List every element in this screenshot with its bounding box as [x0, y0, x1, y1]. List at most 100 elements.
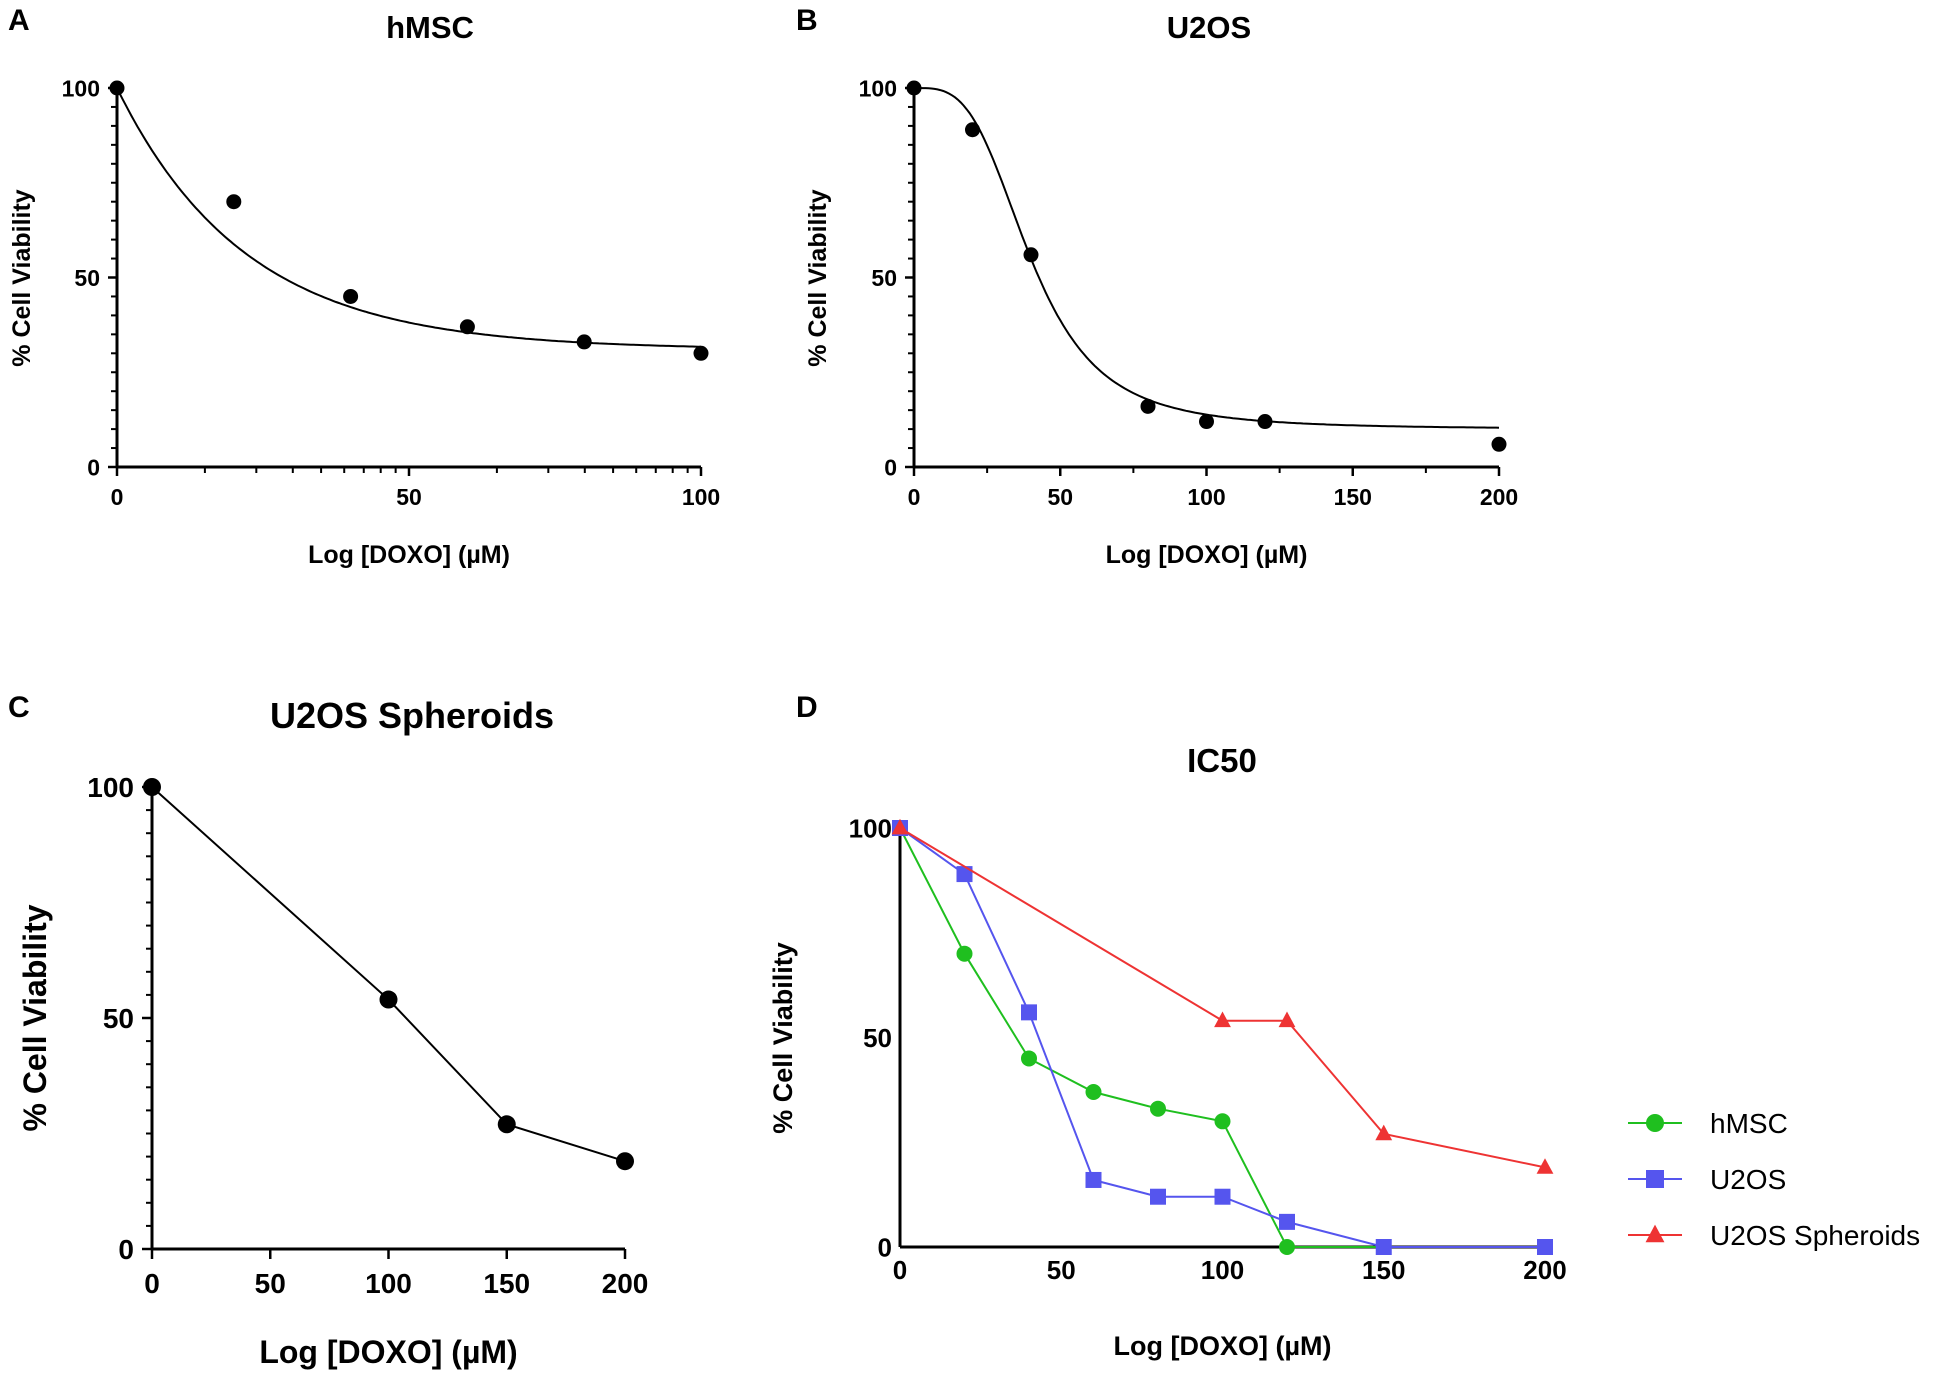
data-point: [1279, 1239, 1295, 1255]
data-point: [1085, 1083, 1102, 1100]
data-point: [379, 990, 398, 1009]
x-tick-label: 0: [908, 484, 921, 510]
x-tick-label: 150: [483, 1268, 530, 1299]
fit-curve: [116, 87, 701, 348]
x-tick-label: 200: [1480, 484, 1518, 510]
data-point: [891, 818, 909, 835]
series-u2os: [906, 80, 1507, 452]
x-tick-label: 100: [682, 484, 720, 510]
x-tick-label: 50: [396, 484, 422, 510]
data-point: [143, 778, 161, 796]
x-axis-label: Log [DOXO] (µM): [259, 1334, 517, 1370]
series-line: [899, 827, 1545, 1248]
y-tick-label: 50: [871, 265, 897, 291]
x-tick-label: 200: [602, 1268, 649, 1299]
data-point: [1214, 1188, 1231, 1205]
x-axis-label: Log [DOXO] (µM): [308, 541, 510, 569]
data-point: [1021, 1050, 1037, 1067]
data-point: [1537, 1239, 1553, 1255]
data-point: [1375, 1124, 1393, 1141]
chart-title: hMSC: [386, 10, 474, 45]
legend-marker: [1646, 1170, 1664, 1188]
x-tick-label: 200: [1523, 1255, 1566, 1285]
panel-letter: D: [796, 691, 818, 724]
data-point: [576, 334, 592, 350]
x-tick-label: 150: [1362, 1255, 1405, 1285]
y-axis-label: % Cell Viability: [804, 189, 832, 366]
panel-letter: B: [796, 4, 818, 37]
data-point: [693, 345, 709, 361]
x-tick-label: 100: [1187, 484, 1225, 510]
data-point: [1085, 1171, 1102, 1188]
y-tick-label: 50: [74, 265, 100, 291]
x-tick-label: 50: [1047, 1255, 1076, 1285]
series-u2os: [892, 820, 1553, 1255]
legend-label: U2OS Spheroids: [1710, 1220, 1920, 1251]
data-point: [1023, 247, 1039, 263]
y-tick-label: 100: [859, 75, 897, 101]
data-point: [1375, 1239, 1392, 1255]
y-tick-label: 0: [118, 1234, 134, 1265]
x-tick-label: 150: [1334, 484, 1372, 510]
data-point: [1021, 1004, 1037, 1021]
y-tick-label: 100: [849, 813, 892, 843]
x-tick-label: 0: [893, 1255, 907, 1285]
data-point: [1279, 1213, 1295, 1230]
y-axis-label: % Cell Viability: [768, 942, 798, 1134]
legend-marker: [1646, 1114, 1664, 1132]
panel-d: D IC50 0 50 100 0 50 100 150 200 Log [DOXO] (µM) % …: [768, 691, 1920, 1361]
data-point: [226, 194, 242, 210]
y-tick-label: 100: [87, 772, 134, 803]
y-tick-label: 50: [103, 1003, 134, 1034]
legend-marker: [1645, 1224, 1665, 1243]
data-point: [1199, 414, 1214, 430]
series-line: [899, 827, 1545, 1248]
legend-label: U2OS: [1710, 1164, 1786, 1195]
chart-title: IC50: [1187, 742, 1257, 779]
data-point: [1214, 1113, 1231, 1130]
panel-letter: C: [8, 691, 30, 724]
x-tick-label: 100: [365, 1268, 412, 1299]
data-point: [906, 80, 922, 96]
chart-title: U2OS Spheroids: [270, 695, 554, 736]
y-tick-label: 100: [62, 75, 100, 101]
legend: hMSC U2OS U2OS Spheroids: [1628, 1108, 1920, 1251]
data-point: [459, 319, 475, 335]
panel-c: C U2OS Spheroids 0 50 100 0 50 100 150 200 Log [DO…: [8, 691, 648, 1370]
data-point: [956, 866, 973, 883]
data-point: [497, 1115, 516, 1134]
chart-title: U2OS: [1167, 10, 1251, 45]
x-tick-label: 0: [111, 484, 124, 510]
x-tick-label: 100: [1201, 1255, 1244, 1285]
series-u2os-spheroids: [143, 778, 634, 1171]
series-u2os-spheroids: [891, 818, 1554, 1174]
y-tick-label: 0: [878, 1232, 892, 1262]
data-point: [1214, 1011, 1231, 1028]
data-point: [1278, 1011, 1296, 1028]
data-point: [616, 1152, 634, 1171]
x-axis-label: Log [DOXO] (µM): [1113, 1331, 1331, 1361]
data-point: [1150, 1188, 1166, 1205]
data-point: [109, 80, 125, 96]
x-tick-label: 50: [255, 1268, 286, 1299]
data-point: [343, 288, 359, 304]
data-point: [1491, 436, 1507, 452]
y-axis-label: % Cell Viability: [8, 189, 36, 366]
y-tick-label: 0: [87, 454, 100, 480]
x-axis-label: Log [DOXO] (µM): [1106, 541, 1308, 569]
panel-b: B U2OS 0 50 100 0 50 100 150 200 Log [DOXO] (µM) % …: [796, 4, 1518, 569]
data-point: [965, 122, 980, 138]
data-point: [1257, 414, 1273, 430]
x-tick-label: 0: [144, 1268, 160, 1299]
series-hmsc: [109, 80, 709, 361]
y-axis-label: % Cell Viability: [17, 904, 53, 1131]
legend-label: hMSC: [1710, 1108, 1788, 1139]
fit-curve: [914, 87, 1500, 429]
data-point: [956, 945, 973, 962]
data-point: [1536, 1158, 1554, 1174]
data-point: [1140, 398, 1156, 414]
data-point: [1150, 1100, 1166, 1117]
y-tick-label: 0: [884, 454, 897, 480]
